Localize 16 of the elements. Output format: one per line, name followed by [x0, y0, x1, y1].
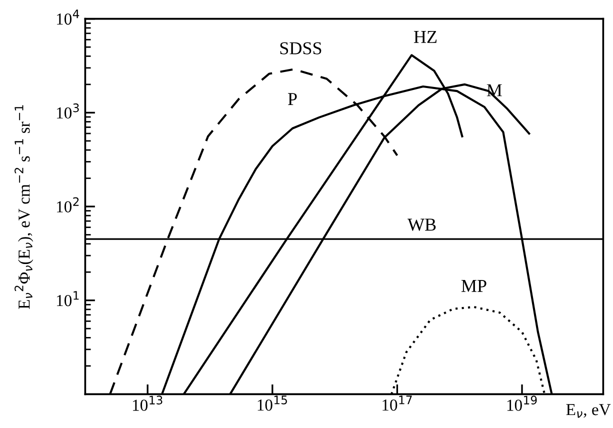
- series-label: M: [486, 84, 502, 96]
- x-tick-label: 10$^{17}$: [382, 396, 412, 411]
- series-label: P: [288, 93, 297, 105]
- y-tick-label: 10$^{2}$: [56, 197, 79, 212]
- x-axis-title: E$_{ν}$, eV: [566, 404, 611, 418]
- x-tick-label: 10$^{15}$: [258, 396, 287, 411]
- series-label: HZ: [414, 31, 437, 43]
- series-label: MP: [461, 280, 486, 292]
- ref-line-label: WB: [408, 218, 436, 231]
- y-tick-label: 10$^{3}$: [56, 103, 79, 119]
- series-label: SDSS: [280, 42, 322, 54]
- text: E$_{ν}$$^{2}$Φ$_{ν}$(E$_{ν}$), eV cm$^{−2}$ s$^{−1}$ sr$^{−1}$: [14, 105, 34, 309]
- x-tick-label: 10$^{19}$: [507, 396, 537, 411]
- x-tick-label: 10$^{13}$: [132, 396, 162, 411]
- y-tick-label: 10$^{1}$: [56, 291, 79, 306]
- y-tick-label: 10$^{4}$: [56, 10, 80, 25]
